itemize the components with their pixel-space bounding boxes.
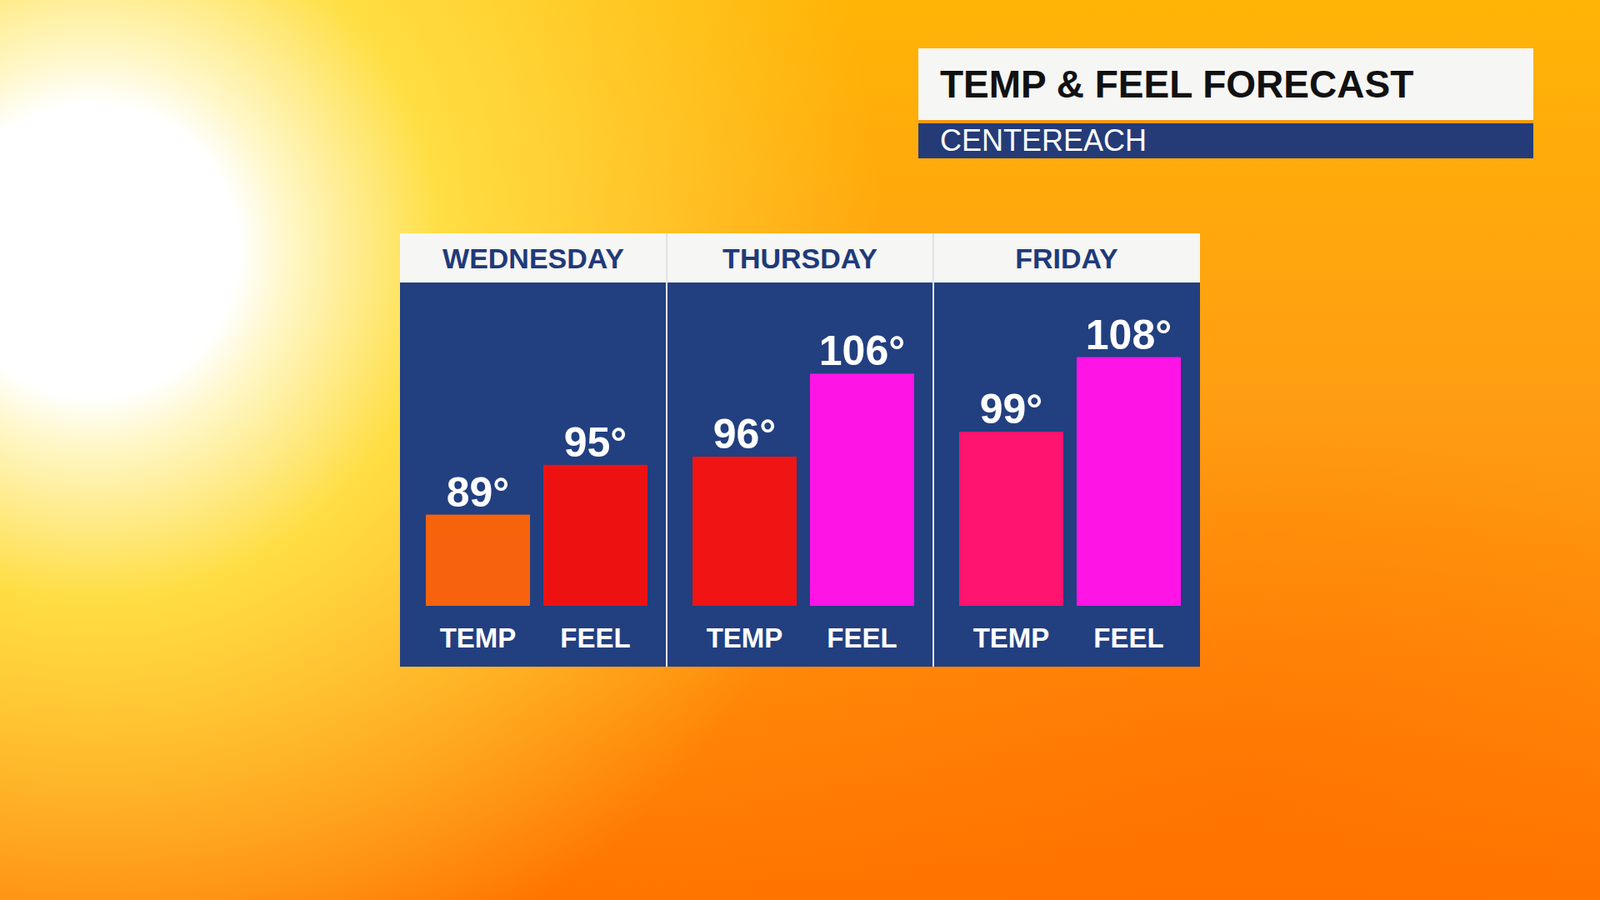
labels: WEDNESDAY 89° TEMP 95° FEEL THURSDAY 96° TEMP 10… — [440, 242, 1173, 655]
bar — [425, 515, 530, 606]
panel-body — [400, 282, 1200, 667]
data-label: 96° — [713, 410, 777, 458]
bar — [543, 465, 648, 606]
category-label: FRIDAY — [1015, 242, 1119, 275]
category-label: THURSDAY — [722, 242, 878, 275]
series-label: FEEL — [1093, 622, 1164, 654]
bar — [959, 431, 1064, 606]
bar — [692, 456, 797, 606]
bars — [425, 357, 1181, 606]
series-label: TEMP — [973, 622, 1050, 654]
bar — [810, 373, 915, 606]
title-box: TEMP & FEEL FORECAST CENTEREACH — [918, 48, 1534, 159]
data-label: 106° — [819, 327, 905, 375]
subtitle: CENTEREACH — [918, 123, 1534, 159]
series-label: FEEL — [560, 622, 630, 654]
data-label: 95° — [564, 419, 628, 466]
data-label: 99° — [980, 385, 1044, 433]
title: TEMP & FEEL FORECAST — [918, 48, 1534, 124]
header-band — [400, 233, 1200, 283]
series-label: FEEL — [826, 622, 897, 654]
data-label: 108° — [1085, 311, 1172, 359]
series-label: TEMP — [706, 622, 784, 654]
data-label: 89° — [446, 469, 510, 516]
column-divider — [666, 233, 668, 283]
bar — [1076, 357, 1181, 606]
column-divider — [932, 282, 935, 667]
column-divider — [933, 233, 935, 283]
chart: WEDNESDAY 89° TEMP 95° FEEL THURSDAY 96° TEMP 10… — [0, 0, 1600, 900]
column-divider — [665, 282, 668, 667]
stage: TEMP & FEEL FORECAST CENTEREACH WEDNESDA… — [0, 0, 1600, 900]
series-label: TEMP — [440, 622, 517, 654]
category-label: WEDNESDAY — [442, 242, 625, 275]
